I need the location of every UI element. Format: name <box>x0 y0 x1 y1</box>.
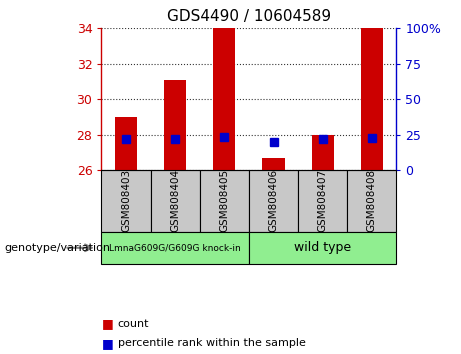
Bar <box>115 117 137 170</box>
Text: GSM808408: GSM808408 <box>367 169 377 233</box>
Bar <box>262 158 284 170</box>
Title: GDS4490 / 10604589: GDS4490 / 10604589 <box>167 9 331 24</box>
Text: LmnaG609G/G609G knock-in: LmnaG609G/G609G knock-in <box>109 243 241 252</box>
Bar <box>249 170 298 232</box>
Text: percentile rank within the sample: percentile rank within the sample <box>118 338 306 348</box>
Bar <box>298 170 347 232</box>
Text: GSM808407: GSM808407 <box>318 169 328 233</box>
Text: GSM808404: GSM808404 <box>170 169 180 233</box>
Bar <box>347 170 396 232</box>
Bar <box>200 170 249 232</box>
Text: genotype/variation: genotype/variation <box>5 243 111 253</box>
Bar <box>361 28 383 170</box>
Text: GSM808403: GSM808403 <box>121 169 131 233</box>
Text: GSM808405: GSM808405 <box>219 169 230 233</box>
Text: GSM808406: GSM808406 <box>268 169 278 233</box>
Text: wild type: wild type <box>294 241 351 254</box>
Bar <box>151 170 200 232</box>
Text: count: count <box>118 319 149 329</box>
Text: ■: ■ <box>101 337 113 350</box>
Text: ■: ■ <box>101 318 113 330</box>
Bar <box>101 232 249 264</box>
Bar <box>213 28 236 170</box>
Bar <box>164 80 186 170</box>
Bar <box>101 170 151 232</box>
Bar <box>312 135 334 170</box>
Bar <box>249 232 396 264</box>
